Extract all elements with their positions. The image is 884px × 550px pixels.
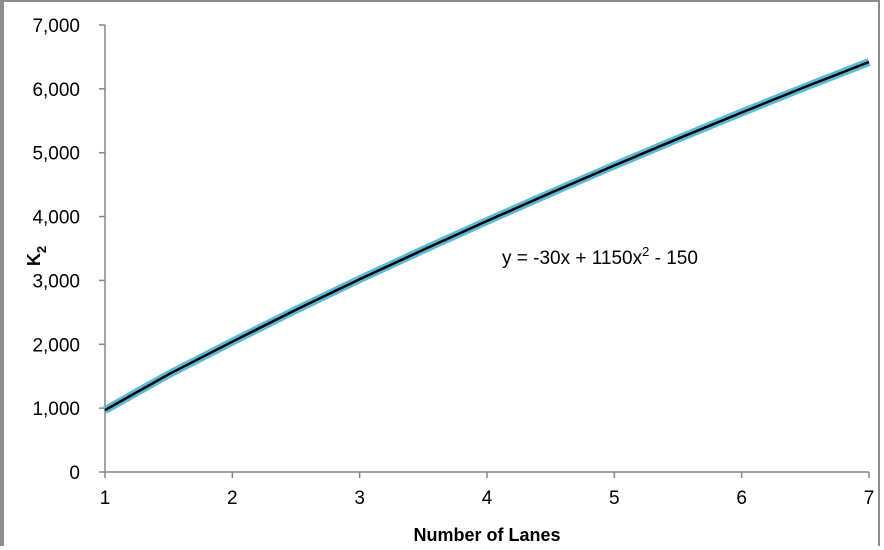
y-tick-label: 0 [69,463,80,484]
equation-superscript: 2 [642,244,649,259]
equation-part-2: - 150 [649,248,698,269]
y-tick-label: 2,000 [32,335,80,356]
series-layer [103,58,871,414]
x-tick-label: 3 [354,488,365,509]
axes [104,25,869,473]
x-tick-label: 1 [100,488,111,509]
x-axis-title: Number of Lanes [413,525,560,545]
x-tick-label: 6 [736,488,747,509]
x-ticks: 1 2 3 4 5 6 7 [100,472,875,509]
series-line-blue [103,58,871,414]
equation-part-1: y = -30x + 1150x [502,248,643,269]
y-tick-label: 4,000 [32,208,80,229]
x-tick-label: 2 [227,488,238,509]
y-ticks: 0 1,000 2,000 3,000 4,000 5,000 6,000 7,000 [32,16,105,484]
trendline-black [104,60,870,412]
x-tick-label: 4 [482,488,493,509]
y-tick-label: 7,000 [32,16,80,37]
x-tick-label: 7 [864,488,875,509]
y-tick-label: 5,000 [32,144,80,165]
y-axis-title: K2 [24,246,49,266]
y-axis-title-main: K [24,253,44,266]
trendline-equation: y = -30x + 1150x2 - 150 [502,244,698,269]
y-axis-title-subscript: 2 [34,246,49,253]
y-tick-label: 1,000 [32,399,80,420]
y-tick-label: 3,000 [32,271,80,292]
x-tick-label: 5 [609,488,620,509]
y-tick-label: 6,000 [32,80,80,101]
